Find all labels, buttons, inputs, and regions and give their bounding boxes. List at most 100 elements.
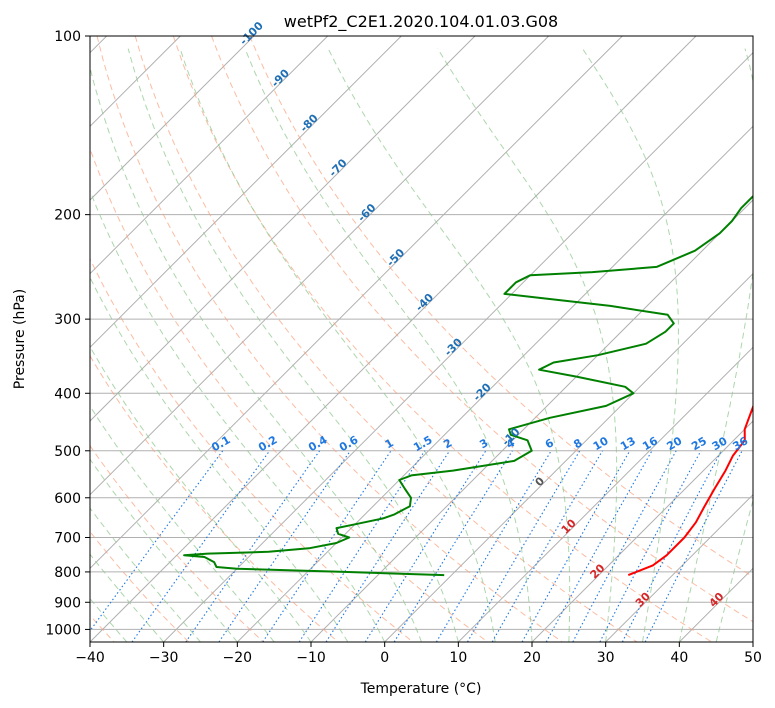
dry-adiabat-line [90,147,488,642]
isotherm-line [90,36,476,422]
isotherm-label: 30 [633,590,653,610]
isotherm-line [752,641,753,642]
isotherm-label: -20 [471,380,494,403]
isotherm-line [531,420,753,642]
mixing-ratio-line [218,450,351,642]
chart-title: wetPf2_C2E1.2020.104.01.03.G08 [284,12,558,32]
isotherm-label: -40 [413,291,436,314]
dry-adiabats [90,36,753,642]
x-tick-label: −20 [223,650,253,666]
y-tick-label: 100 [54,29,81,45]
isotherm-line [163,51,753,642]
moist-adiabat-line [90,553,165,642]
mixing-ratio-line [262,450,392,642]
dry-adiabat-line [90,530,190,642]
isotherm-label: -30 [442,335,465,358]
moist-adiabat-line [437,48,618,642]
x-tick-label: 30 [597,650,615,666]
mixing-ratio-line [185,450,321,642]
x-tick-label: 40 [670,650,688,666]
mixing-ratio-line [90,450,224,632]
plot-frame [89,35,754,643]
isotherm-label: 40 [707,590,727,610]
x-tick-label: −30 [149,650,179,666]
isotherm-line [90,36,402,349]
mixing-ratio-line [131,450,271,642]
isotherm-line [90,36,697,642]
isotherm-line [236,125,753,642]
x-tick-label: 0 [380,650,389,666]
moist-adiabats [90,48,753,642]
isotherm-line [384,272,753,642]
temperature-line [627,404,753,577]
dry-adiabat-line [90,444,264,642]
moist-adiabat-line [90,597,128,642]
mixing-ratio-lines [90,450,743,642]
mixing-ratio-line [644,450,743,642]
mixing-ratio-line [599,450,702,642]
moist-adiabat-line [752,640,753,642]
dry-adiabat-line [211,36,753,623]
isotherm-label: -50 [384,246,407,269]
moist-adiabat-line [90,65,422,642]
mixing-ratio-line [521,450,631,642]
dry-adiabat-line [134,36,638,642]
moist-adiabat-line [582,48,679,642]
moist-adiabat-line [127,48,459,642]
moist-adiabat-line [90,458,238,642]
moist-adiabat-line [90,405,275,642]
y-axis-ticks: 100 200 300 400 500 600 700 800 900 1000 [45,29,90,638]
mixing-ratio-line [572,450,677,642]
y-axis-label: Pressure (hPa) [12,289,28,389]
x-axis-label: Temperature (°C) [360,681,482,697]
dewpoint-line [183,194,753,577]
mixing-ratio-line [545,450,653,642]
plot-area [90,36,753,642]
y-tick-label: 600 [54,491,81,507]
isotherm-line [90,36,329,275]
dry-adiabat-line [90,354,339,642]
x-tick-label: 50 [744,650,762,666]
dry-adiabat-line [90,257,414,642]
x-axis-ticks: −40 −30 −20 −10 0 10 20 30 40 50 [75,642,762,666]
isotherm-line [90,36,623,570]
y-tick-label: 300 [54,312,81,328]
y-tick-label: 800 [54,565,81,581]
y-tick-label: 900 [54,595,81,611]
isotherm-line [457,346,753,642]
y-tick-label: 200 [54,208,81,224]
x-tick-label: −40 [75,650,105,666]
y-tick-label: 1000 [45,622,81,638]
isotherm-line [90,36,255,201]
mixing-ratio-line [298,450,426,642]
isotherm-line [90,36,550,496]
mixing-ratio-line [435,450,552,642]
moist-adiabat-line [715,498,753,642]
dry-adiabat-line [96,36,563,642]
moist-adiabat-line [90,345,312,642]
isotherm-lines [90,36,753,642]
mixing-ratio-line [467,450,581,642]
y-tick-label: 400 [54,386,81,402]
isotherm-line [605,493,753,642]
x-tick-label: 10 [449,650,467,666]
moist-adiabat-line [90,276,349,642]
isotherm-line [678,567,753,642]
isotherm-label: -80 [298,111,321,134]
moist-adiabat-line [327,48,571,642]
isotherm-line [310,199,753,642]
y-tick-label: 500 [54,444,81,460]
moist-adiabat-line [179,48,496,642]
mixing-ratio-label: 6 [543,436,556,451]
moist-adiabat-line [244,48,533,642]
isotherm-label: -70 [326,156,349,179]
isotherm-label: -100 [237,19,266,48]
dry-adiabat-line [172,36,712,642]
mixing-ratio-line [325,450,451,642]
x-tick-label: −10 [296,650,326,666]
moist-adiabat-line [678,48,753,642]
moist-adiabat-line [90,507,201,642]
mixing-ratio-label: 2 [441,436,454,451]
mixing-ratio-line [364,450,487,642]
